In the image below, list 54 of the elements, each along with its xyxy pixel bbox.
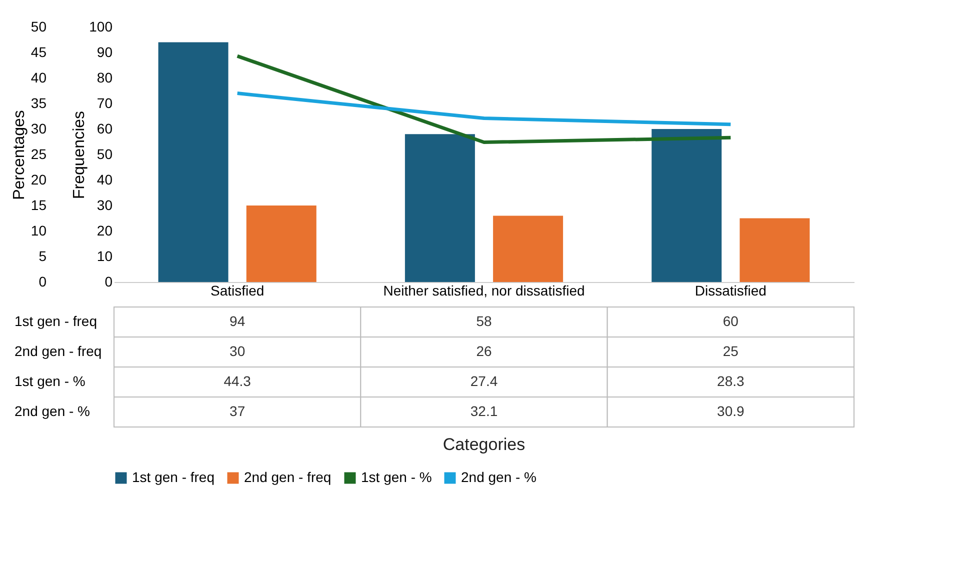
y-tick-label: 15 — [30, 197, 47, 213]
bar — [404, 134, 475, 282]
bar — [493, 216, 564, 282]
data-label: 30.9 — [717, 403, 745, 419]
y-tick-label: 45 — [30, 44, 47, 60]
y-tick-label: 40 — [30, 70, 47, 86]
y2-tick-label: 50 — [96, 146, 113, 162]
x-tick-label: Dissatisfied — [694, 282, 766, 298]
text: 2nd gen - % — [14, 403, 90, 419]
y2-tick-label: 20 — [96, 222, 113, 238]
y-tick-label: 0 — [38, 274, 47, 290]
y2-tick-label: 90 — [96, 44, 113, 60]
bar — [652, 129, 722, 282]
legend-label: 1st gen - % — [361, 469, 432, 485]
y2-tick-label: 0 — [104, 274, 113, 290]
data-label: 94 — [230, 313, 246, 329]
legend-label: 2nd gen - % — [461, 469, 536, 485]
y2-tick-label: 40 — [96, 172, 113, 188]
y-tick-label: 30 — [30, 120, 47, 136]
y-tick-label: 50 — [30, 18, 47, 34]
legend-label: 1st gen - freq — [132, 469, 214, 485]
y2-tick-label: 80 — [96, 70, 113, 86]
data-label: 28.3 — [717, 373, 745, 389]
y2-tick-label: 60 — [96, 120, 113, 136]
data-label: 32.1 — [470, 403, 498, 419]
y-axis-title: Percentages — [10, 110, 28, 200]
data-label: 25 — [722, 343, 739, 359]
text: 1st gen - freq — [14, 313, 97, 329]
y2-tick-label: 30 — [96, 197, 113, 213]
bar — [740, 218, 810, 282]
text: Categories — [442, 435, 526, 454]
data-label: 26 — [476, 343, 492, 359]
data-label: 58 — [476, 313, 492, 329]
data-label: 44.3 — [224, 373, 252, 389]
y-tick-label: 20 — [30, 172, 47, 188]
legend-label: 2nd gen - freq — [244, 469, 332, 485]
bar — [246, 206, 316, 282]
data-label: 30 — [230, 343, 246, 359]
x-tick-label: Satisfied — [210, 282, 264, 298]
bar — [158, 42, 228, 282]
text: 2nd gen - freq — [14, 343, 102, 359]
y-tick-label: 25 — [30, 146, 47, 162]
y-tick-label: 10 — [30, 222, 47, 238]
y2-tick-label: 10 — [96, 248, 113, 264]
y2-tick-label: 70 — [96, 95, 113, 111]
y-tick-label: 5 — [38, 248, 47, 264]
y2-axis-title: Frequencies — [71, 110, 88, 200]
data-label: 27.4 — [470, 373, 498, 389]
data-label: 60 — [722, 313, 739, 329]
x-tick-label: Neither satisfied, nor dissatisfied — [383, 282, 585, 298]
text: 1st gen - % — [14, 373, 86, 389]
y2-tick-label: 100 — [89, 18, 113, 34]
y-tick-label: 35 — [30, 95, 47, 111]
data-label: 37 — [230, 403, 246, 419]
